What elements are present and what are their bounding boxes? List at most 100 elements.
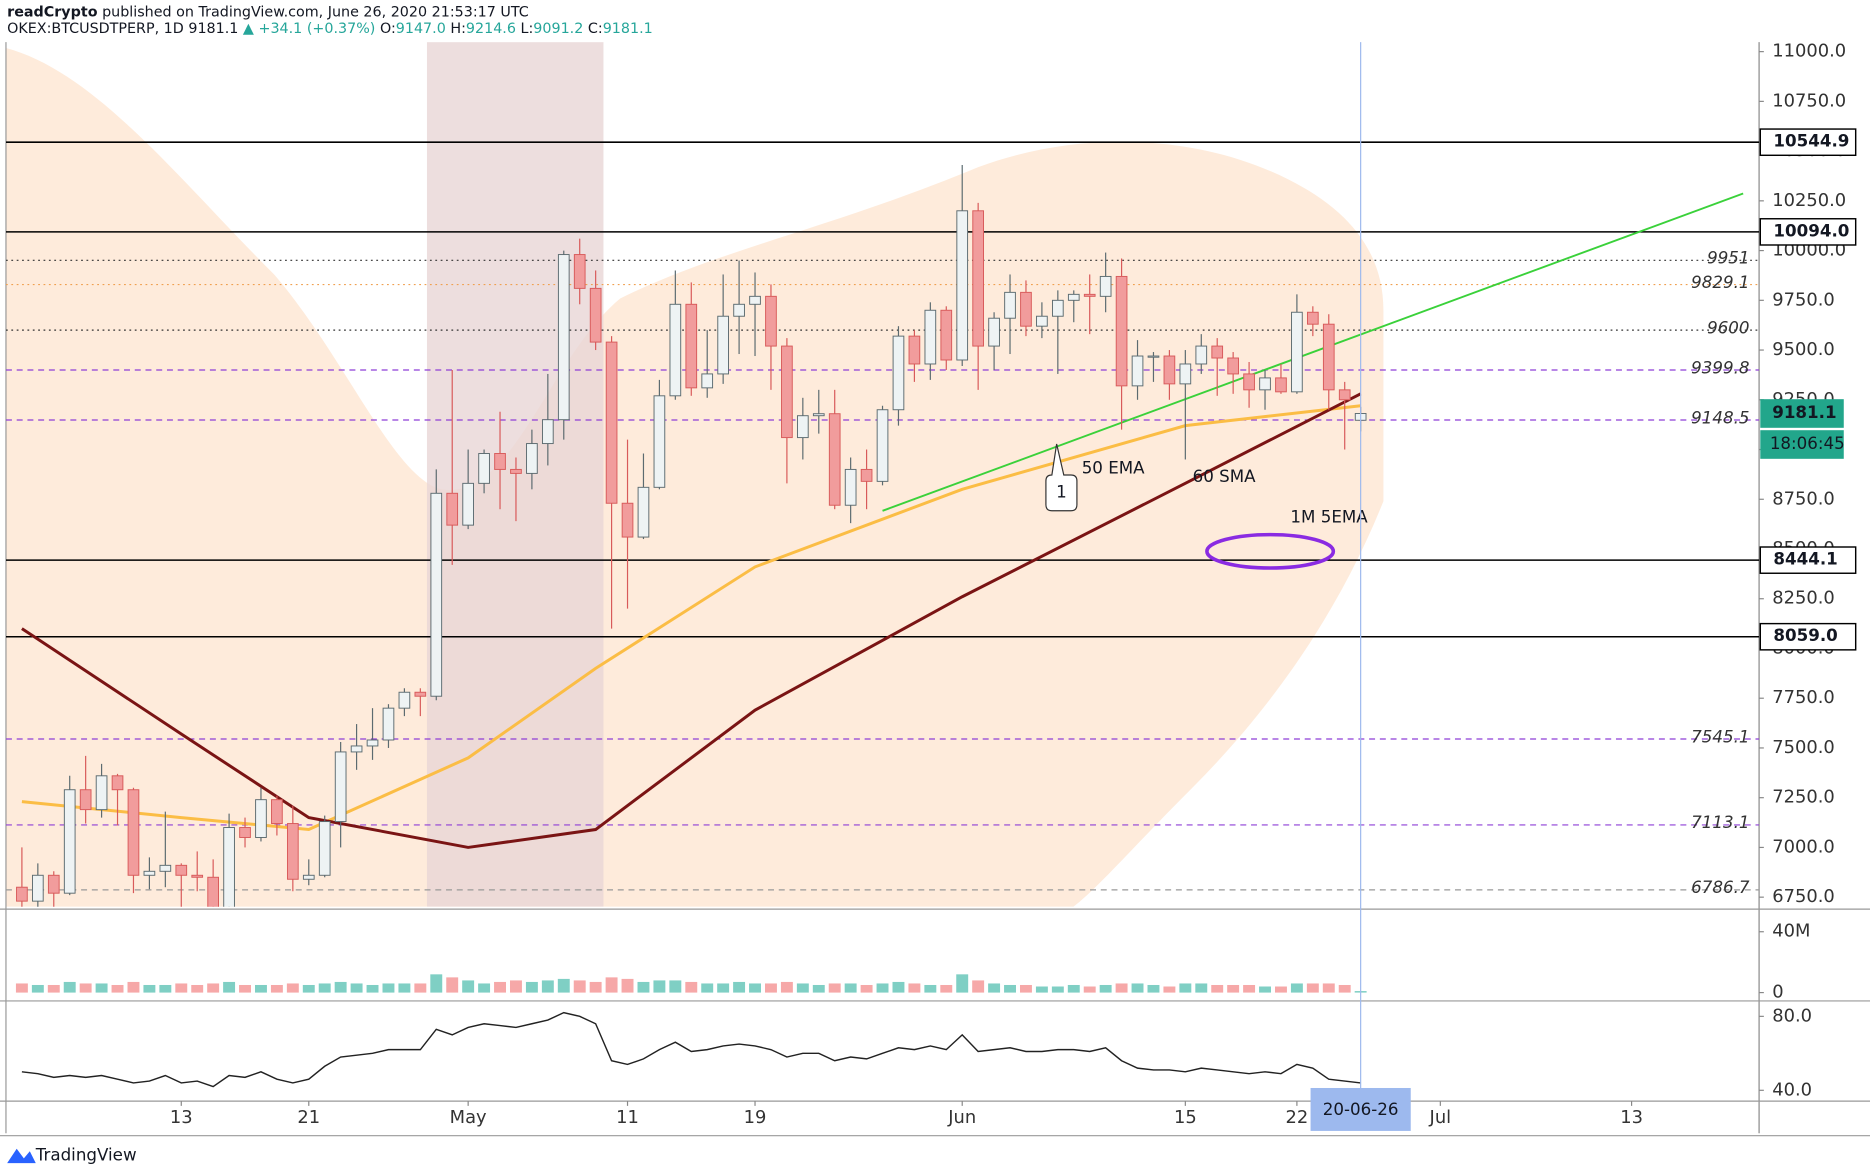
volume-bar bbox=[828, 983, 841, 993]
moving-average bbox=[21, 392, 1362, 849]
level-box bbox=[1759, 546, 1857, 574]
symbol: OKEX:BTCUSDTPERP, 1D bbox=[7, 21, 184, 37]
volume-bar bbox=[286, 983, 299, 993]
highlight-ellipse bbox=[1205, 532, 1336, 570]
close-label: C: bbox=[588, 21, 603, 37]
volume-bar bbox=[334, 981, 347, 993]
level-box bbox=[1759, 128, 1857, 157]
candle-body bbox=[223, 827, 235, 907]
volume-bar bbox=[31, 984, 44, 993]
candle-body bbox=[1004, 291, 1016, 319]
y-tick-label: 8750.0 bbox=[1772, 488, 1835, 509]
candle-body bbox=[526, 443, 538, 474]
plot-area bbox=[5, 141, 1760, 907]
volume-bar bbox=[191, 984, 204, 993]
candle-body bbox=[494, 453, 506, 470]
volume-bar bbox=[972, 980, 985, 993]
x-tick-label: Jul bbox=[1429, 1107, 1452, 1128]
x-tick-label: 21 bbox=[297, 1107, 320, 1128]
level-box bbox=[1759, 622, 1857, 651]
cursor-box bbox=[1310, 1087, 1411, 1131]
y-tick-label: 11000.0 bbox=[1772, 41, 1846, 62]
countdown-box bbox=[1760, 430, 1844, 459]
countdown: 18:06:45 bbox=[1770, 434, 1845, 453]
volume-bar bbox=[780, 981, 793, 993]
candle-body bbox=[717, 315, 729, 375]
level-label: 6786.7 bbox=[1691, 878, 1750, 897]
moving-average bbox=[21, 404, 1361, 832]
highlight-zone bbox=[426, 42, 604, 907]
author: readCrypto bbox=[7, 4, 98, 20]
candle-body bbox=[1067, 293, 1080, 301]
volume-bar bbox=[1306, 983, 1319, 993]
candle-body bbox=[1211, 345, 1224, 359]
level-label: 8444.1 bbox=[1773, 550, 1837, 569]
volume-bar bbox=[924, 984, 937, 993]
x-tick-label: Jun bbox=[947, 1107, 976, 1128]
volume-bar bbox=[414, 983, 427, 993]
last: 9181.1 bbox=[188, 21, 238, 37]
volume-bar bbox=[462, 980, 475, 993]
level-label: 9829.1 bbox=[1691, 273, 1749, 292]
candle-body bbox=[972, 210, 984, 347]
footer: TradingView bbox=[7, 1145, 137, 1164]
low-label: L: bbox=[521, 21, 534, 37]
candle-body bbox=[796, 415, 809, 439]
volume-bar bbox=[382, 983, 395, 993]
volume-bar bbox=[1051, 986, 1064, 993]
level-label: 9399.8 bbox=[1691, 358, 1749, 377]
brand: TradingView bbox=[35, 1145, 137, 1164]
candle-body bbox=[271, 799, 283, 825]
volume-bar bbox=[15, 983, 28, 993]
candle-body bbox=[414, 691, 427, 697]
volume-bar bbox=[223, 981, 236, 993]
volume-bar bbox=[1147, 984, 1160, 993]
quote-line: OKEX:BTCUSDTPERP, 1D 9181.1 ▲ +34.1 (+0.… bbox=[7, 21, 653, 37]
candle-body bbox=[207, 876, 219, 907]
candle-body bbox=[510, 468, 522, 474]
y-tick-label: 7750.0 bbox=[1772, 687, 1835, 708]
candle-body bbox=[334, 751, 347, 823]
volume-bar bbox=[1243, 984, 1256, 993]
volume-bar bbox=[239, 984, 251, 993]
annotation: 1M 5EMA bbox=[1290, 507, 1368, 526]
close: 9181.1 bbox=[603, 21, 653, 37]
candle-body bbox=[844, 468, 857, 506]
trendline bbox=[882, 192, 1744, 512]
volume-bar bbox=[573, 980, 586, 993]
volume-bar bbox=[589, 981, 602, 993]
volume-bar bbox=[908, 983, 921, 993]
volume-bar bbox=[557, 978, 570, 993]
candle-body bbox=[876, 409, 889, 482]
x-tick-label: May bbox=[450, 1107, 487, 1128]
candle-body bbox=[95, 775, 108, 811]
change: +34.1 (+0.37%) bbox=[258, 21, 375, 37]
y-tick-label: 7500.0 bbox=[1772, 737, 1835, 758]
volume-bar bbox=[446, 977, 459, 993]
candle-body bbox=[1163, 355, 1176, 385]
level-label: 7545.1 bbox=[1691, 727, 1749, 746]
candle-body bbox=[446, 492, 459, 526]
candle-body bbox=[1338, 389, 1351, 401]
logo bbox=[7, 1148, 36, 1164]
volume-bar bbox=[1099, 984, 1112, 993]
volume-bar bbox=[143, 984, 156, 993]
volume-bar bbox=[255, 984, 267, 993]
candle-body bbox=[1195, 345, 1208, 365]
volume-bar bbox=[1163, 986, 1176, 993]
candle-body bbox=[781, 345, 793, 439]
volume-bar bbox=[159, 984, 172, 993]
x-tick-label: 13 bbox=[1620, 1107, 1643, 1128]
x-tick-label: 13 bbox=[170, 1107, 193, 1128]
low: 9091.2 bbox=[533, 21, 583, 37]
callout bbox=[1045, 443, 1078, 512]
y-tick-label: 9750.0 bbox=[1772, 289, 1835, 310]
candle-body bbox=[924, 309, 937, 365]
volume-bar bbox=[1259, 986, 1271, 993]
candle-body bbox=[1243, 373, 1255, 391]
candle-body bbox=[1322, 323, 1335, 391]
candle-body bbox=[1051, 299, 1064, 317]
candle-body bbox=[47, 874, 60, 894]
volume-bar bbox=[302, 984, 315, 993]
